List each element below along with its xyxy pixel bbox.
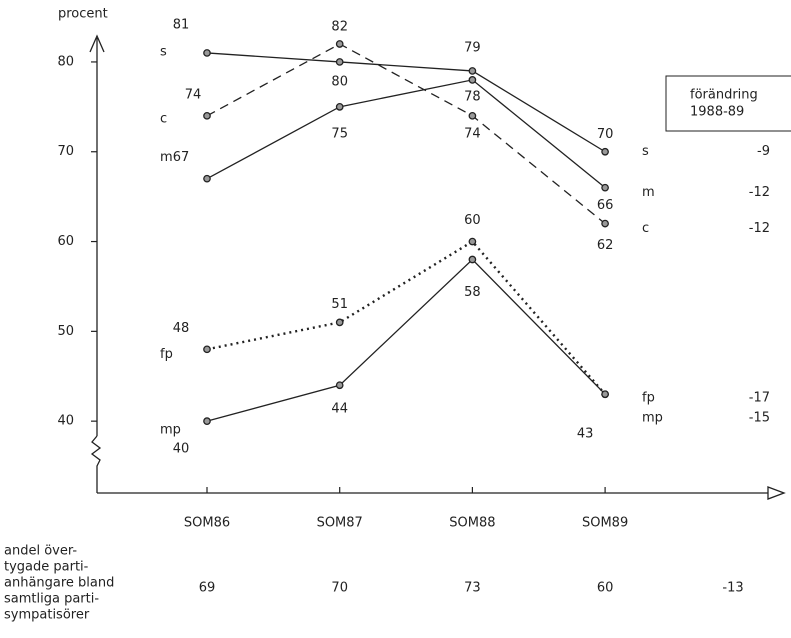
series-line	[206, 52, 606, 153]
data-point	[335, 381, 344, 390]
change-value: -12	[749, 221, 770, 236]
change-value: -15	[749, 411, 770, 426]
data-label: 75	[331, 126, 348, 141]
series-line	[206, 43, 606, 225]
change-value: -9	[757, 144, 770, 159]
data-label: 43	[577, 427, 594, 442]
change-value: -17	[749, 391, 770, 406]
data-label: 81	[173, 17, 190, 32]
axes	[89, 34, 791, 500]
data-label: 51	[331, 297, 348, 312]
data-label: 67	[173, 150, 190, 165]
series-name: s	[160, 44, 167, 59]
summary-value: 69	[199, 581, 216, 596]
data-point	[601, 390, 609, 399]
series-line	[206, 79, 606, 189]
data-point	[203, 49, 211, 57]
data-point	[468, 67, 477, 75]
data-label: 66	[597, 198, 614, 213]
data-point	[601, 219, 609, 228]
data-label: 44	[331, 402, 348, 417]
y-tick-label: 40	[57, 414, 74, 429]
data-label: 70	[597, 127, 614, 142]
y-tick-label: 60	[57, 234, 74, 249]
y-axis-label: procent	[58, 7, 108, 22]
data-label: 58	[464, 285, 481, 300]
data-label: 62	[597, 238, 614, 253]
data-point	[468, 111, 477, 120]
change-header: förändring	[690, 88, 758, 103]
change-series-name: c	[642, 221, 649, 236]
series-line	[206, 239, 607, 396]
x-tick-label: SOM88	[449, 516, 495, 531]
summary-value: 73	[464, 581, 481, 596]
change-header: 1988-89	[690, 105, 744, 120]
data-point	[601, 147, 609, 156]
summary-label: sympatisörer	[4, 608, 90, 623]
change-series-name: m	[642, 185, 655, 200]
data-point	[335, 40, 344, 48]
series-line	[206, 258, 606, 422]
x-tick-label: SOM86	[184, 516, 230, 531]
summary-label: samtliga parti-	[4, 592, 99, 607]
data-label: 60	[464, 213, 481, 228]
data-point	[468, 255, 477, 264]
summary-change: -13	[722, 581, 743, 596]
summary-label: andel över-	[4, 544, 77, 559]
data-label: 74	[185, 87, 202, 102]
data-point	[203, 345, 211, 354]
data-label: 40	[173, 442, 190, 457]
change-value: -12	[749, 185, 770, 200]
summary-label: anhängare bland	[4, 576, 114, 591]
summary-value: 60	[597, 581, 614, 596]
data-point	[203, 111, 211, 120]
data-point	[335, 58, 344, 66]
data-point	[203, 417, 211, 426]
data-point	[601, 183, 609, 192]
data-label: 74	[464, 126, 481, 141]
series-name: mp	[160, 423, 181, 438]
data-label: 48	[173, 321, 190, 336]
data-point	[468, 237, 477, 246]
data-label: 82	[331, 19, 348, 34]
data-point	[468, 76, 477, 84]
series-name: fp	[160, 347, 173, 362]
summary-value: 70	[331, 581, 348, 596]
change-series-name: fp	[642, 391, 655, 406]
series-name: c	[160, 111, 167, 126]
x-tick-label: SOM89	[582, 516, 628, 531]
y-tick-label: 80	[57, 54, 74, 69]
data-point	[203, 174, 211, 183]
change-series-name: s	[642, 144, 649, 159]
data-label: 79	[464, 40, 481, 55]
data-label: 78	[464, 89, 481, 104]
x-tick-label: SOM87	[317, 516, 363, 531]
data-point	[335, 102, 344, 111]
change-series-name: mp	[642, 411, 663, 426]
y-tick-label: 50	[57, 324, 74, 339]
summary-label: tygade parti-	[4, 560, 89, 575]
data-point	[335, 318, 344, 327]
y-tick-label: 70	[57, 144, 74, 159]
series-name: m	[160, 150, 173, 165]
data-label: 80	[331, 74, 348, 89]
